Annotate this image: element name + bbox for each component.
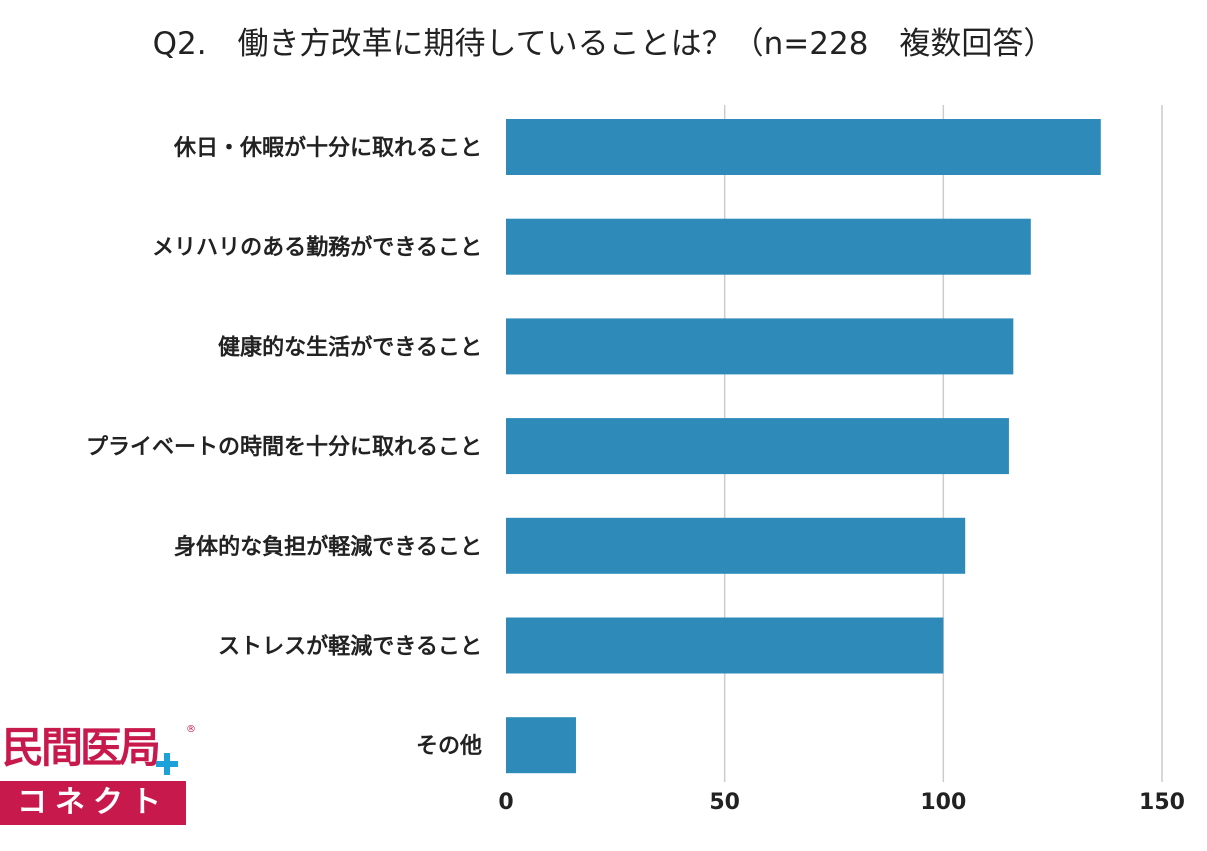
logo-top-text: 民間医局 <box>2 723 161 772</box>
category-label: その他 <box>416 734 482 759</box>
x-tick-label: 150 <box>1139 790 1185 815</box>
x-tick-labels: 0 50 100 150 <box>498 790 1185 815</box>
bar <box>506 119 1101 175</box>
category-label: メリハリのある勤務ができること <box>152 235 482 261</box>
x-tick-label: 0 <box>498 790 513 815</box>
bar <box>506 517 966 574</box>
medical-cross-icon <box>156 753 178 775</box>
chart-title: Q2. 働き方改革に期待していることは？（n=228 複数回答） <box>152 26 1055 62</box>
category-labels: 休日・休暇が十分に取れることメリハリのある勤務ができること健康的な生活ができるこ… <box>86 135 482 759</box>
bar <box>506 717 576 774</box>
bar <box>506 218 1031 275</box>
bar <box>506 418 1009 475</box>
category-label: 健康的な生活ができること <box>218 334 482 360</box>
category-label: ストレスが軽減できること <box>218 634 482 660</box>
bar <box>506 617 944 674</box>
category-label: 身体的な負担が軽減できること <box>174 534 482 560</box>
registered-mark: ® <box>186 724 196 735</box>
x-tick-label: 50 <box>709 790 740 815</box>
logo-bottom-text: コネクト <box>0 781 186 825</box>
category-label: プライベートの時間を十分に取れること <box>86 435 482 460</box>
bar <box>506 318 1014 375</box>
bars <box>506 119 1101 774</box>
x-tick-label: 100 <box>920 790 966 815</box>
category-label: 休日・休暇が十分に取れること <box>173 135 482 161</box>
brand-logo: 民間医局 ® コネクト <box>0 723 200 828</box>
